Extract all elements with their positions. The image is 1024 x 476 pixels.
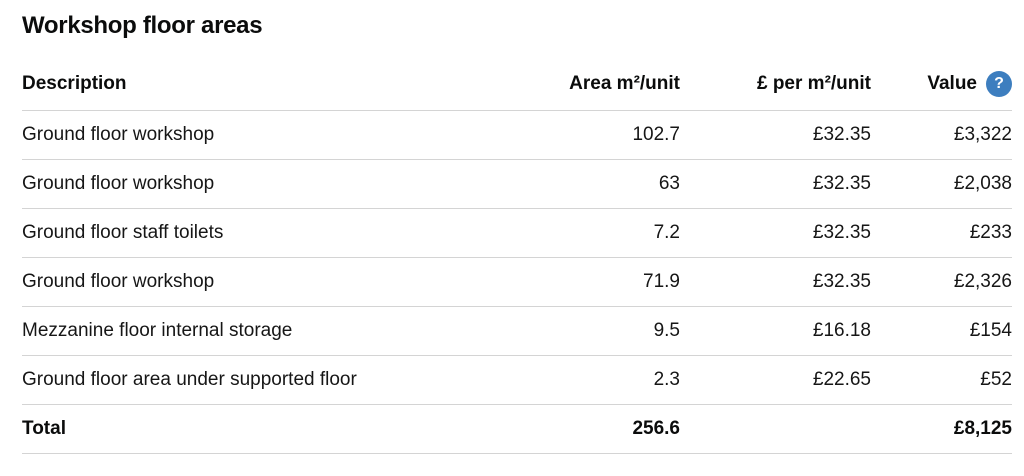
total-value: £8,125 xyxy=(871,404,1012,454)
cell-price: £32.35 xyxy=(680,257,871,307)
cell-description: Ground floor area under supported floor xyxy=(22,355,482,405)
cell-description: Ground floor workshop xyxy=(22,159,482,209)
column-header-area: Area m²/unit xyxy=(482,64,680,111)
table-row: Ground floor workshop 63 £32.35 £2,038 xyxy=(22,159,1012,209)
cell-price: £32.35 xyxy=(680,159,871,209)
cell-price: £22.65 xyxy=(680,355,871,405)
cell-value: £52 xyxy=(871,355,1012,405)
cell-area: 63 xyxy=(482,159,680,209)
cell-area: 7.2 xyxy=(482,208,680,258)
cell-description: Ground floor workshop xyxy=(22,257,482,307)
table-total-row: Total 256.6 £8,125 xyxy=(22,404,1012,454)
cell-description: Ground floor workshop xyxy=(22,110,482,160)
cell-value: £233 xyxy=(871,208,1012,258)
floor-areas-table: Description Area m²/unit £ per m²/unit V… xyxy=(22,64,1012,454)
table-row: Ground floor staff toilets 7.2 £32.35 £2… xyxy=(22,208,1012,258)
cell-area: 71.9 xyxy=(482,257,680,307)
table-row: Mezzanine floor internal storage 9.5 £16… xyxy=(22,306,1012,356)
cell-price: £32.35 xyxy=(680,208,871,258)
column-header-price: £ per m²/unit xyxy=(680,64,871,111)
total-label: Total xyxy=(22,404,482,454)
cell-area: 9.5 xyxy=(482,306,680,356)
cell-value: £3,322 xyxy=(871,110,1012,160)
cell-area: 102.7 xyxy=(482,110,680,160)
table-header-row: Description Area m²/unit £ per m²/unit V… xyxy=(22,64,1012,111)
cell-description: Mezzanine floor internal storage xyxy=(22,306,482,356)
column-header-description: Description xyxy=(22,64,482,111)
cell-price: £32.35 xyxy=(680,110,871,160)
column-header-value-label: Value xyxy=(927,72,977,94)
cell-value: £154 xyxy=(871,306,1012,356)
table-row: Ground floor area under supported floor … xyxy=(22,355,1012,405)
cell-description: Ground floor staff toilets xyxy=(22,208,482,258)
table-row: Ground floor workshop 71.9 £32.35 £2,326 xyxy=(22,257,1012,307)
cell-value: £2,326 xyxy=(871,257,1012,307)
page-title: Workshop floor areas xyxy=(22,12,263,39)
total-area: 256.6 xyxy=(482,404,680,454)
cell-value: £2,038 xyxy=(871,159,1012,209)
cell-price: £16.18 xyxy=(680,306,871,356)
table-row: Ground floor workshop 102.7 £32.35 £3,32… xyxy=(22,110,1012,160)
help-icon[interactable]: ? xyxy=(986,70,1012,97)
cell-area: 2.3 xyxy=(482,355,680,405)
total-price xyxy=(680,404,871,454)
column-header-value: Value ? xyxy=(871,64,1012,111)
